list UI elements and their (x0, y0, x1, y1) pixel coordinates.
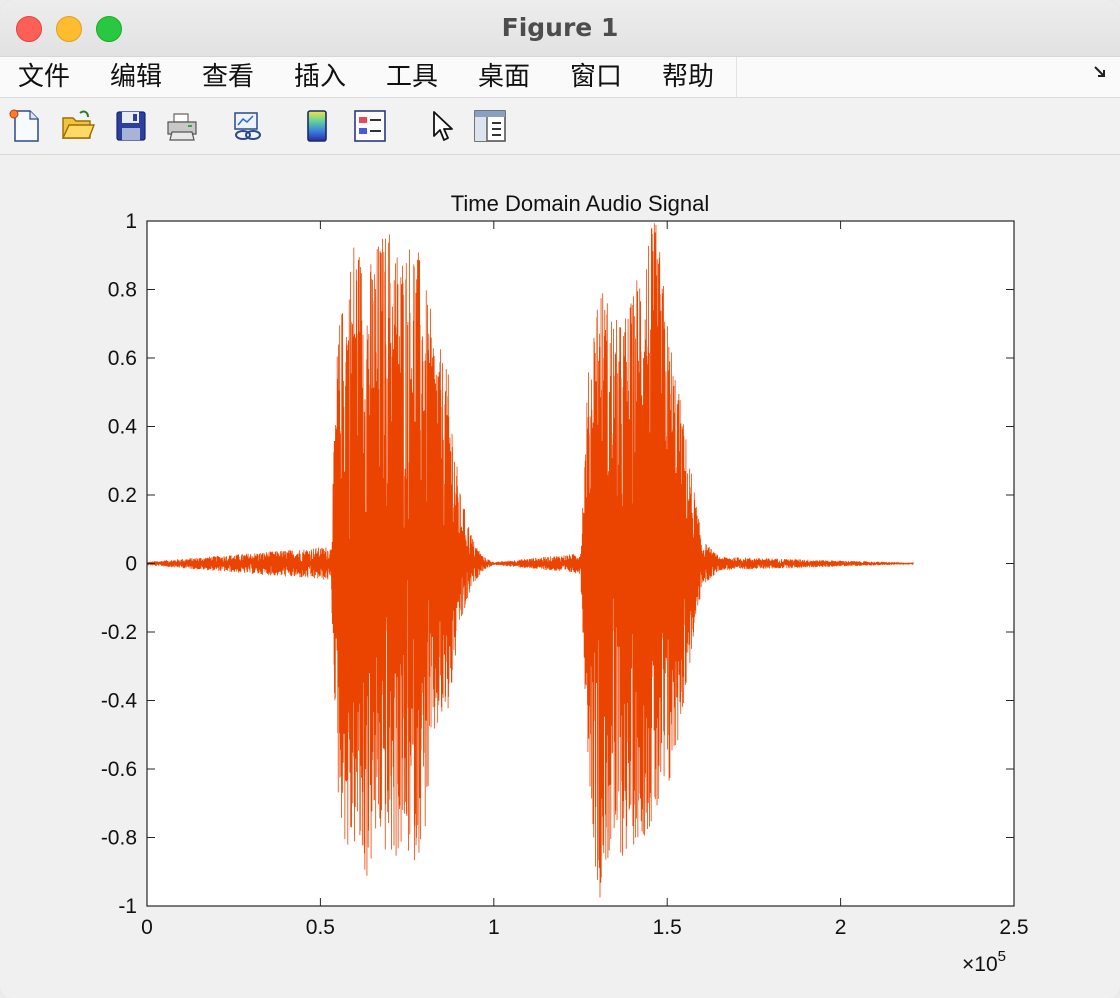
pointer-icon[interactable] (424, 108, 460, 144)
y-tick-label: 0.8 (108, 279, 137, 302)
x-exponent-label: ×105 (962, 948, 1006, 976)
legend-icon[interactable] (352, 108, 388, 144)
x-axis: 0 0.5 1 1.5 2 2.5 (141, 221, 1029, 939)
menu-edit[interactable]: 编辑 (110, 62, 163, 92)
y-tick-label: 0.6 (108, 347, 137, 370)
menu-bar: 文件 编辑 查看 插入 工具 桌面 窗口 帮助 (0, 57, 1120, 98)
y-tick-label: -0.4 (101, 690, 138, 713)
y-tick-label: 0 (125, 553, 137, 576)
menu-file[interactable]: 文件 (18, 62, 71, 92)
y-tick-label: 0.4 (108, 416, 138, 439)
y-tick-label: -1 (118, 895, 137, 918)
menu-help[interactable]: 帮助 (662, 62, 715, 92)
print-icon[interactable] (164, 108, 200, 144)
y-tick-label: 1 (125, 210, 137, 233)
minimize-window-button[interactable] (56, 16, 82, 42)
menu-separator (736, 57, 737, 97)
y-tick-label: -0.2 (101, 621, 137, 644)
menu-insert[interactable]: 插入 (294, 62, 347, 92)
plot-svg[interactable]: Time Domain Audio Signal 0 0.5 1 1.5 2 2.5 10… (0, 155, 1120, 998)
figure-toolbar (0, 98, 1120, 155)
close-window-button[interactable] (16, 16, 42, 42)
y-tick-label: 0.2 (108, 484, 137, 507)
x-tick-label: 2.5 (999, 916, 1028, 939)
menu-view[interactable]: 查看 (202, 62, 255, 92)
x-exponent-prefix: ×10 (962, 953, 998, 976)
save-icon[interactable] (113, 108, 149, 144)
title-bar[interactable]: Figure 1 (0, 0, 1120, 57)
menu-tools[interactable]: 工具 (386, 62, 439, 92)
chart-title: Time Domain Audio Signal (451, 191, 709, 216)
menu-desktop[interactable]: 桌面 (478, 62, 531, 92)
window-title: Figure 1 (501, 13, 619, 42)
menu-window[interactable]: 窗口 (570, 62, 623, 92)
x-exponent-value: 5 (998, 948, 1006, 965)
x-tick-label: 2 (835, 916, 847, 939)
x-tick-label: 0 (141, 916, 153, 939)
x-tick-label: 1 (488, 916, 500, 939)
y-tick-label: -0.6 (101, 758, 137, 781)
property-inspector-icon[interactable] (472, 108, 508, 144)
maximize-window-button[interactable] (96, 16, 122, 42)
signal-series (146, 223, 914, 898)
open-file-icon[interactable] (60, 108, 96, 144)
colorbar-icon[interactable] (300, 108, 336, 144)
link-plot-icon[interactable] (230, 108, 266, 144)
y-axis: 1 0.8 0.6 0.4 0.2 0 -0.2 -0.4 -0.6 -0.8 -1 (101, 210, 1014, 918)
dock-figure-icon[interactable] (1092, 63, 1110, 81)
new-figure-icon[interactable] (8, 108, 44, 144)
y-tick-label: -0.8 (101, 827, 137, 850)
x-tick-label: 1.5 (653, 916, 682, 939)
x-tick-label: 0.5 (306, 916, 335, 939)
